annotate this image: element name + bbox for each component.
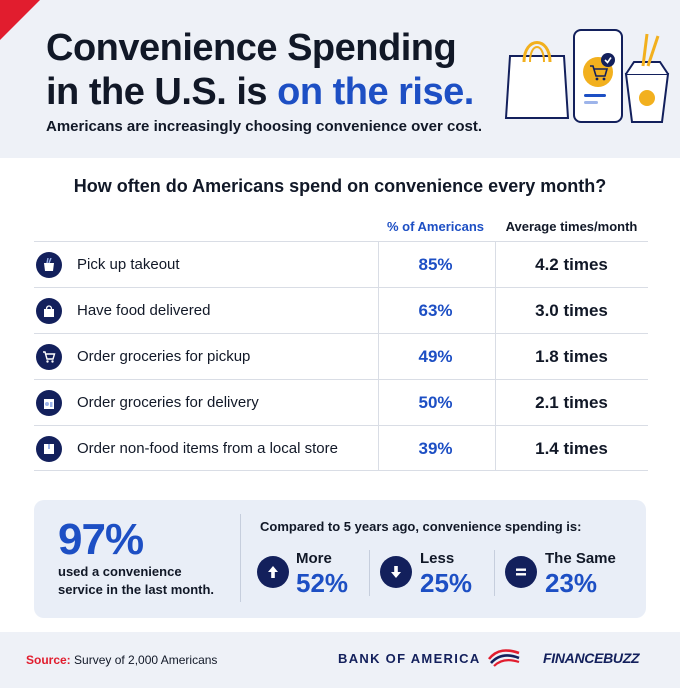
stat-divider: [494, 550, 495, 596]
footer-bar: [0, 632, 680, 688]
table-row: Order groceries for delivery 50% 2.1 tim…: [34, 379, 648, 425]
row-average: 1.8 times: [535, 347, 608, 366]
row-label: Order groceries for pickup: [77, 348, 251, 365]
table-row: Pick up takeout 85% 4.2 times: [34, 241, 648, 287]
compared-heading: Compared to 5 years ago, convenience spe…: [260, 519, 582, 534]
title-line-2: in the U.S. is on the rise.: [46, 70, 474, 114]
stat-label-less: Less: [420, 550, 455, 567]
stat-divider: [369, 550, 370, 596]
corner-accent: [0, 0, 40, 40]
stat-label-same: The Same: [545, 550, 616, 567]
row-percent: 63%: [418, 301, 453, 320]
stat-label-more: More: [296, 550, 332, 567]
row-average: 4.2 times: [535, 255, 608, 274]
row-label: Have food delivered: [77, 302, 211, 319]
row-average: 2.1 times: [535, 393, 608, 412]
row-average: 3.0 times: [535, 301, 608, 320]
row-average: 1.4 times: [535, 439, 608, 458]
title-line-1: Convenience Spending: [46, 27, 457, 69]
table-question: How often do Americans spend on convenie…: [73, 176, 607, 196]
convenience-table: Pick up takeout 85% 4.2 times Have food …: [34, 241, 648, 471]
page-title: Convenience Spending in the U.S. is on t…: [46, 26, 474, 114]
stat-value-more: 52%: [296, 568, 349, 598]
shopping-cart-icon: [36, 344, 62, 370]
row-percent: 85%: [418, 255, 453, 274]
grocery-bag-icon: [36, 390, 62, 416]
takeout-box-icon: [36, 252, 62, 278]
row-label: Pick up takeout: [77, 256, 180, 273]
big-stat-value: 97%: [58, 515, 144, 564]
equals-icon: [505, 556, 537, 588]
arrow-down-icon: [380, 556, 412, 588]
big-stat-label: used a convenience service in the last m…: [58, 563, 214, 599]
panel-divider: [240, 514, 241, 602]
big-stat-label-line-1: used a convenience: [58, 564, 182, 579]
arrow-up-icon: [257, 556, 289, 588]
table-row: Order non-food items from a local store …: [34, 425, 648, 471]
stat-value-less: 25%: [420, 568, 473, 598]
bank-of-america-logo: BANK OF AMERICA: [338, 651, 481, 666]
source-label: Source:: [26, 653, 71, 667]
shopping-bag-icon: [36, 298, 62, 324]
bank-flag-icon: [487, 649, 520, 667]
row-percent: 50%: [418, 393, 453, 412]
title-highlight: on the rise.: [277, 71, 474, 113]
row-label: Order groceries for delivery: [77, 394, 259, 411]
source-text: Survey of 2,000 Americans: [70, 653, 218, 667]
package-icon: [36, 436, 62, 462]
row-label: Order non-food items from a local store: [77, 440, 338, 457]
financebuzz-logo: FINANCEBUZZ: [543, 650, 640, 666]
big-stat-label-line-2: service in the last month.: [58, 582, 215, 597]
page-subtitle: Americans are increasingly choosing conv…: [46, 118, 483, 135]
header-banner: [0, 0, 680, 158]
table-row: Order groceries for pickup 49% 1.8 times: [34, 333, 648, 379]
column-divider: [495, 241, 496, 471]
column-divider: [378, 241, 379, 471]
row-percent: 49%: [418, 347, 453, 366]
row-percent: 39%: [418, 439, 453, 458]
shopping-illustration-icon: [504, 29, 670, 123]
table-row: Have food delivered 63% 3.0 times: [34, 287, 648, 333]
title-prefix: in the U.S. is: [46, 71, 278, 113]
column-header-average: Average times/month: [505, 219, 638, 234]
stat-value-same: 23%: [545, 568, 598, 598]
column-header-percent: % of Americans: [386, 219, 485, 234]
source-note: Source: Survey of 2,000 Americans: [26, 653, 217, 667]
summary-panel: [34, 500, 646, 618]
